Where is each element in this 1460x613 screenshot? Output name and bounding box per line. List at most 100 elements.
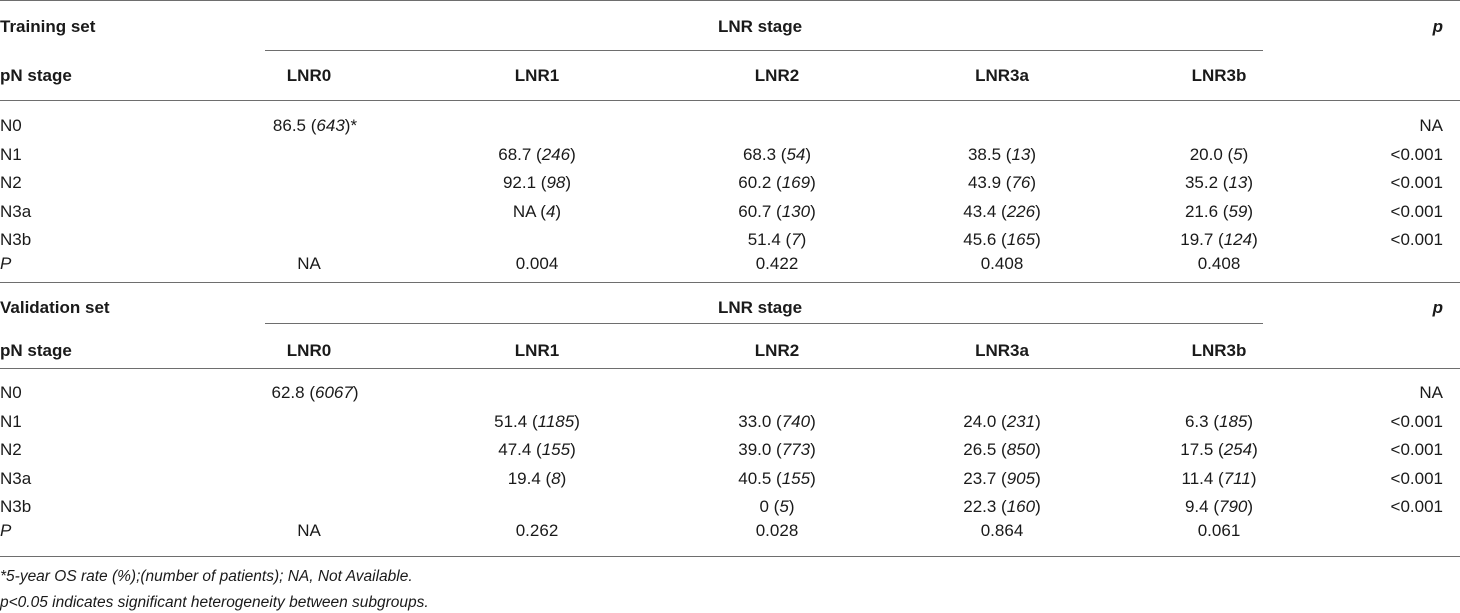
cell-value: 9.4 ( [1184, 497, 1219, 517]
validation-group-rule [265, 323, 1263, 324]
cell-count: 254 [1223, 440, 1253, 460]
cell-count: 773 [781, 440, 811, 460]
training-col-lnr2: LNR2 [754, 66, 800, 85]
training-p-row-value: 0.408 [980, 254, 1024, 273]
training-cell: 92.1 (98) [503, 173, 571, 193]
training-cell: 38.5 (13) [968, 145, 1036, 165]
validation-cell: 51.4 (1185) [494, 412, 580, 432]
cell-value: 86.5 ( [272, 116, 317, 135]
cell-value: 68.7 ( [498, 144, 542, 164]
cell-value: 51.4 ( [494, 411, 538, 431]
cell-count: 226 [1006, 201, 1036, 221]
cell-suffix: ) [1247, 201, 1254, 221]
cell-suffix: ) [565, 173, 572, 193]
cell-value: 60.2 ( [738, 173, 782, 193]
training-cell: 86.5 (643)* [273, 116, 357, 136]
cell-suffix: ) [1030, 173, 1037, 193]
validation-cell: 40.5 (155) [738, 469, 816, 489]
training-cell: 60.7 (130) [738, 202, 816, 222]
cell-count: 5 [779, 497, 789, 517]
cell-suffix: ) [1247, 173, 1254, 193]
cell-value: 20.0 ( [1189, 144, 1234, 164]
training-row-label: N2 [0, 173, 22, 193]
validation-col-lnr3a: LNR3a [975, 341, 1029, 360]
cell-suffix: ) [810, 201, 816, 221]
cell-value: 26.5 ( [963, 440, 1007, 460]
cell-count: 165 [1006, 230, 1036, 250]
validation-cell: 47.4 (155) [498, 440, 576, 460]
cell-value: 0 ( [759, 497, 780, 517]
cell-suffix: ) [1035, 230, 1041, 250]
footnote: p<0.05 indicates significant heterogenei… [0, 594, 429, 611]
cell-value: 45.6 ( [963, 230, 1007, 250]
cell-suffix: ) [810, 440, 816, 460]
training-p-row-value: 0.422 [755, 254, 799, 273]
cell-count: 4 [545, 201, 556, 221]
cell-count: 8 [551, 468, 561, 488]
validation-cell: 26.5 (850) [963, 440, 1041, 460]
training-cell: 68.3 (54) [743, 145, 811, 165]
cell-count: 643 [316, 116, 345, 135]
training-cell: 68.7 (246) [498, 145, 576, 165]
cell-suffix: ) [810, 411, 816, 431]
validation-p-row-label: P [0, 521, 12, 540]
training-p-row-label: P [0, 254, 12, 273]
training-row-label: N3b [0, 230, 32, 250]
cell-suffix: ) [352, 383, 359, 402]
cell-count: 5 [1233, 144, 1243, 164]
validation-row-header: pN stage [0, 341, 72, 360]
cell-count: 130 [781, 201, 811, 221]
cell-value: 19.7 ( [1180, 230, 1224, 250]
validation-p-row-value: NA [297, 521, 321, 540]
validation-p-row-value: 0.028 [755, 521, 799, 540]
validation-row-label: N2 [0, 440, 22, 460]
cell-count: 98 [546, 173, 566, 193]
validation-cell: 0 (5) [760, 497, 795, 517]
training-row-p: <0.001 [1390, 201, 1443, 221]
cell-value: 24.0 ( [963, 411, 1007, 431]
cell-value: 17.5 ( [1180, 440, 1224, 460]
cell-value: 33.0 ( [738, 411, 782, 431]
validation-cell: 11.4 (711) [1182, 469, 1257, 489]
cell-value: 22.3 ( [963, 497, 1007, 517]
cell-value: 92.1 ( [502, 173, 547, 193]
training-cell: 51.4 (7) [748, 230, 807, 250]
validation-col-lnr2: LNR2 [754, 341, 800, 360]
validation-row-label: N1 [0, 411, 22, 431]
cell-value: 11.4 ( [1181, 468, 1224, 488]
validation-cell: 39.0 (773) [738, 440, 816, 460]
training-cell: 43.4 (226) [963, 202, 1041, 222]
cell-value: 23.7 ( [963, 468, 1007, 488]
cell-suffix: ) [788, 497, 795, 517]
cell-suffix: ) [570, 144, 576, 164]
cell-value: 51.4 ( [747, 230, 792, 250]
training-title: Training set [0, 17, 96, 36]
validation-col-lnr0: LNR0 [286, 341, 332, 360]
training-p-row-value: NA [297, 254, 321, 273]
cell-count: 59 [1228, 201, 1248, 221]
cell-count: 185 [1218, 411, 1248, 431]
training-row-p: NA [1419, 116, 1443, 135]
validation-cell: 22.3 (160) [963, 497, 1041, 517]
footnote: *5-year OS rate (%);(number of patients)… [0, 568, 413, 585]
validation-col-lnr3b: LNR3b [1191, 341, 1247, 360]
cell-suffix: ) [1035, 411, 1041, 431]
cell-value: 21.6 ( [1184, 201, 1229, 221]
cell-suffix: ) [1250, 468, 1257, 488]
cell-value: 47.4 ( [498, 440, 542, 460]
cell-value: 6.3 ( [1184, 411, 1219, 431]
cell-suffix: ) [1035, 468, 1041, 488]
cell-count: 7 [791, 230, 801, 250]
cell-suffix: ) [1252, 230, 1258, 250]
validation-row-p: <0.001 [1390, 411, 1443, 431]
validation-header-rule [0, 368, 1460, 369]
cell-suffix: ) [1247, 497, 1254, 517]
cell-suffix: ) [1035, 201, 1041, 221]
cell-count: 6067 [314, 383, 353, 402]
cell-count: 169 [781, 173, 811, 193]
training-cell: 60.2 (169) [738, 173, 816, 193]
training-row-p: <0.001 [1390, 173, 1443, 193]
cell-count: 13 [1011, 144, 1031, 164]
validation-p-row-value: 0.864 [980, 521, 1024, 540]
training-col-lnr0: LNR0 [286, 66, 332, 85]
